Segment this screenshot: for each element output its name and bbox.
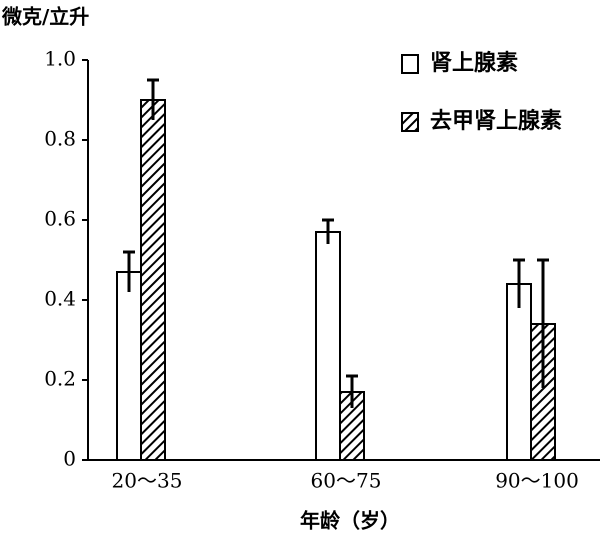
legend-swatch	[401, 54, 419, 74]
x-axis-label: 年龄（岁）	[300, 509, 400, 533]
bar	[116, 271, 142, 461]
bar	[140, 99, 166, 461]
y-tick-label: 0	[63, 447, 76, 471]
y-tick-label: 0.6	[44, 207, 76, 231]
y-tick-label: 0.2	[44, 367, 76, 391]
legend-swatch	[401, 112, 419, 132]
x-tick-label: 20～35	[112, 469, 183, 493]
y-tick-label: 0.8	[44, 127, 76, 151]
y-tick-label: 0.4	[44, 287, 76, 311]
bar	[339, 391, 365, 461]
bar	[506, 283, 532, 461]
legend-label: 去甲肾上腺素	[430, 108, 562, 134]
x-tick-label: 60～75	[311, 469, 382, 493]
x-tick-label: 90～100	[495, 469, 579, 493]
y-tick-label: 1.0	[44, 47, 76, 71]
y-axis-label: 微克/立升	[1, 5, 89, 29]
legend-label: 肾上腺素	[430, 50, 518, 76]
bar	[315, 231, 341, 461]
